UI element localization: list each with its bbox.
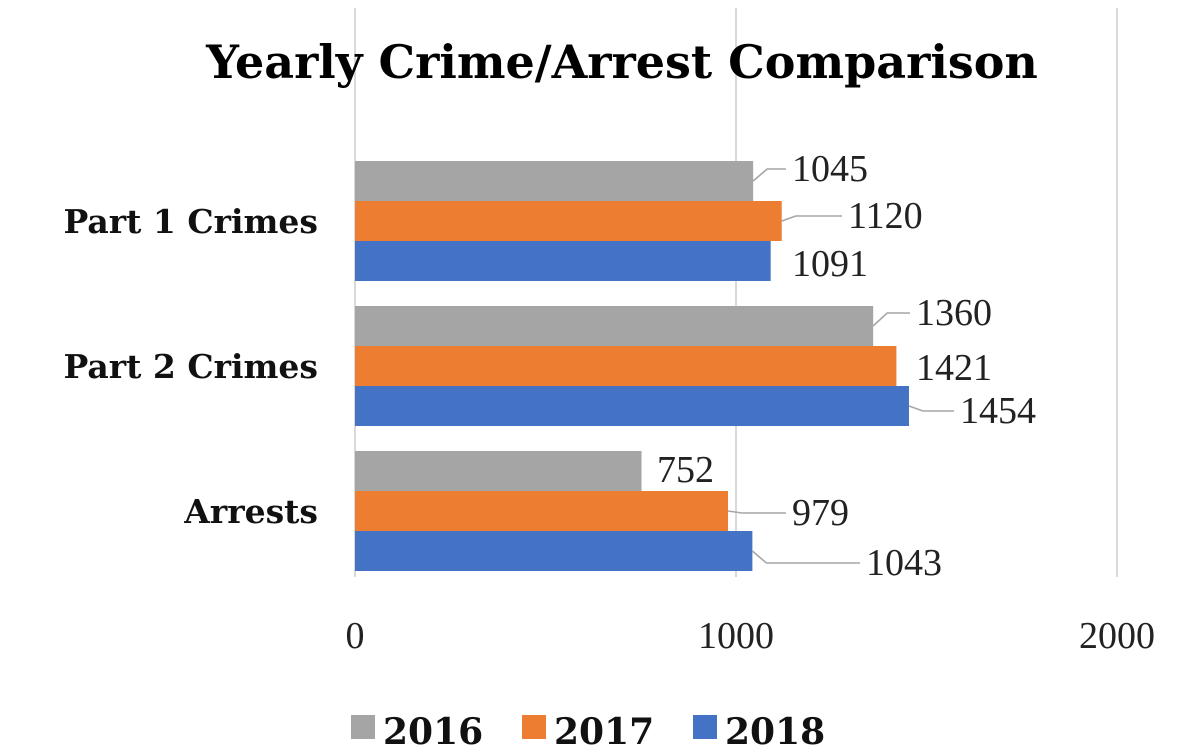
legend-label: 2016: [383, 711, 483, 751]
legend: 2016 2017 2018: [351, 711, 825, 751]
data-label: 1043: [866, 542, 942, 584]
x-axis-ticks: 0 1000 2000: [346, 615, 1156, 657]
data-label: 1360: [916, 292, 992, 334]
legend-label: 2018: [725, 711, 825, 751]
x-tick-label: 0: [346, 615, 365, 657]
category-label: Arrests: [183, 492, 318, 531]
leader-line: [781, 215, 842, 222]
bar-2016-0: [355, 161, 754, 201]
category-label: Part 1 Crimes: [63, 202, 318, 241]
leader-line: [751, 550, 860, 564]
leader-line: [727, 510, 786, 514]
bar-2018-0: [355, 241, 771, 281]
bar-2017-0: [355, 201, 782, 241]
category-labels: Part 1 Crimes Part 2 Crimes Arrests: [63, 202, 318, 531]
leader-line: [908, 405, 954, 412]
legend-swatch-2017: [522, 715, 546, 739]
bar-2016-1: [355, 306, 874, 346]
data-label: 1421: [916, 347, 992, 389]
bar-2018-2: [355, 531, 753, 571]
bar-2018-1: [355, 386, 909, 426]
bars: [355, 161, 909, 571]
chart-title: Yearly Crime/Arrest Comparison: [205, 35, 1038, 89]
x-tick-label: 2000: [1079, 615, 1155, 657]
data-label: 1091: [792, 243, 868, 285]
leader-lines: [727, 168, 954, 564]
data-label: 1045: [792, 148, 868, 190]
x-tick-label: 1000: [698, 615, 774, 657]
bar-2017-1: [355, 346, 897, 386]
legend-label: 2017: [554, 711, 654, 751]
bar-2016-2: [355, 451, 642, 491]
leader-line: [752, 168, 786, 182]
legend-swatch-2018: [693, 715, 717, 739]
data-label: 979: [792, 492, 849, 534]
data-label: 752: [657, 449, 714, 491]
leader-line: [872, 312, 910, 327]
legend-swatch-2016: [351, 715, 375, 739]
data-label: 1454: [960, 390, 1036, 432]
bar-2017-2: [355, 491, 728, 531]
category-label: Part 2 Crimes: [63, 347, 318, 386]
data-label: 1120: [848, 195, 923, 237]
